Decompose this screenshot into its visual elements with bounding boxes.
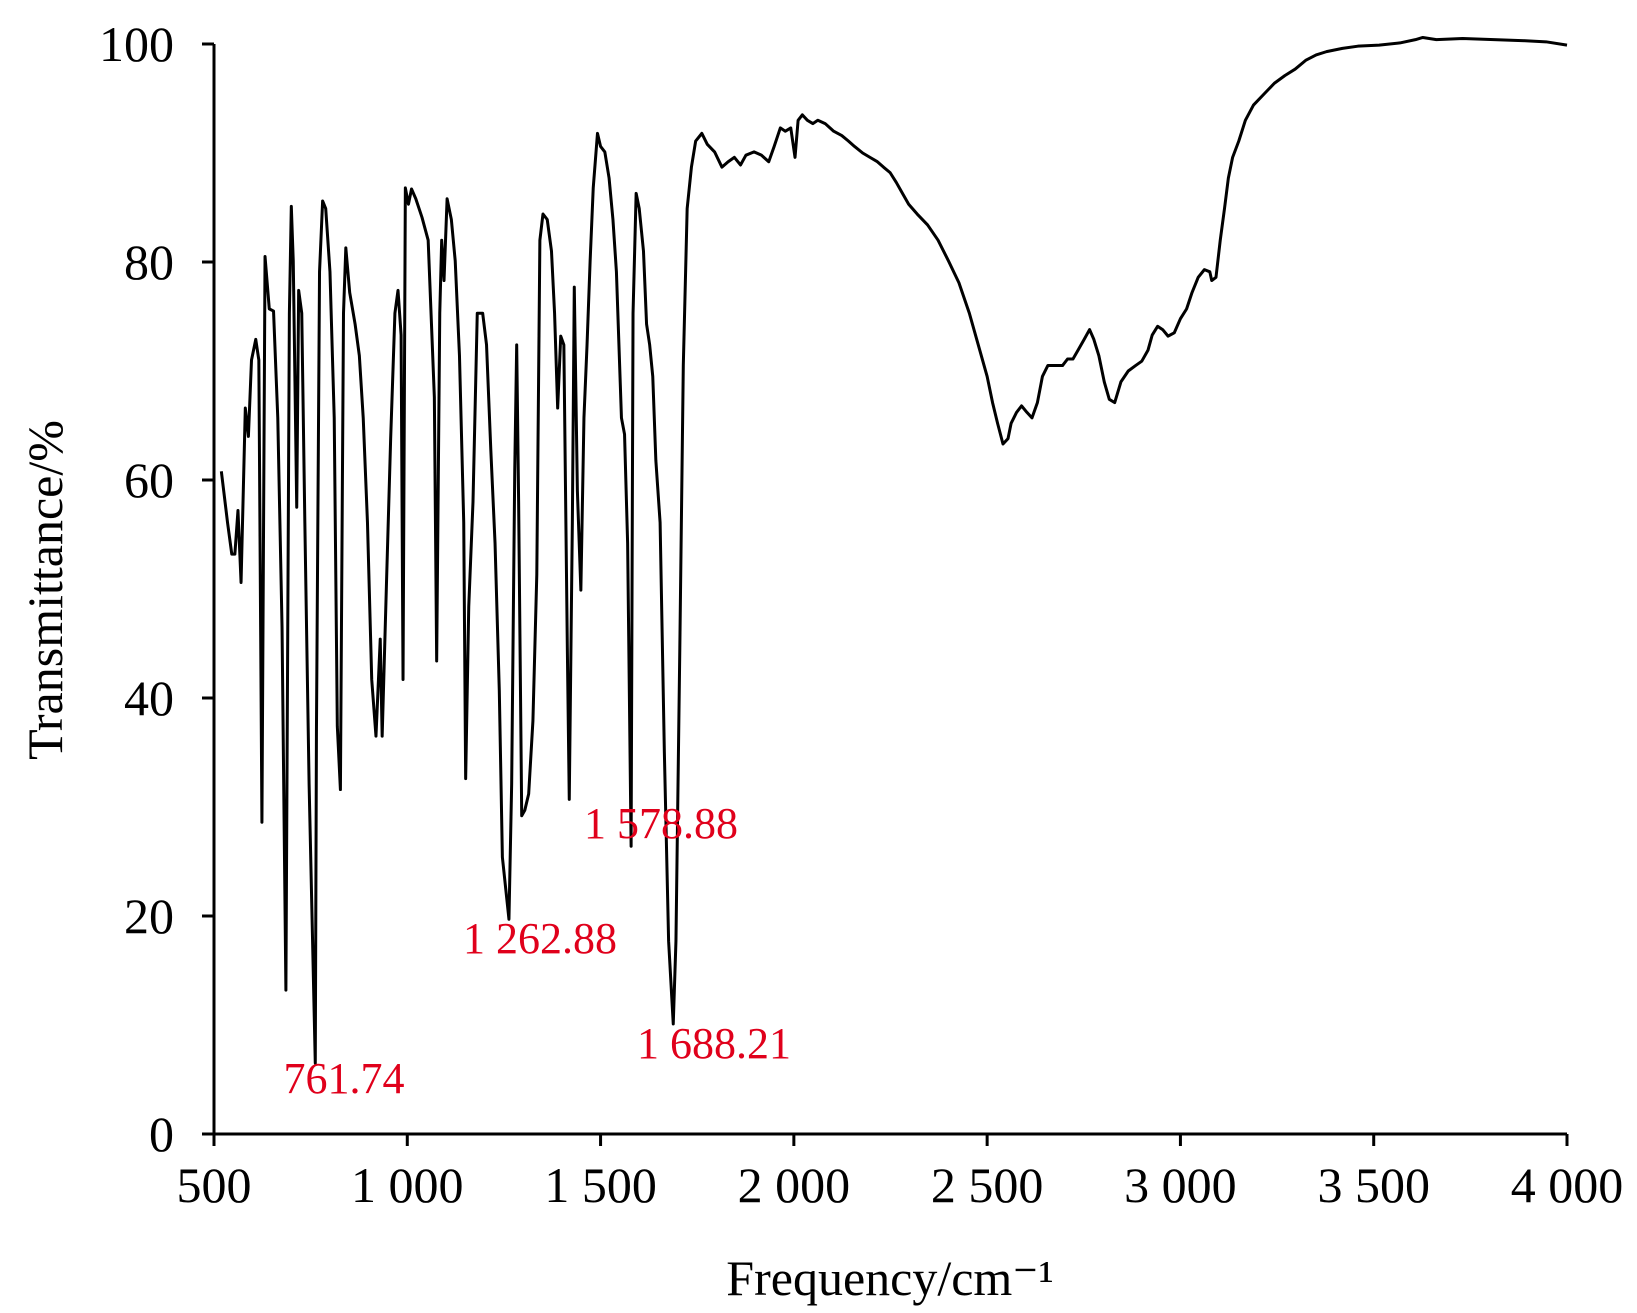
y-axis-title: Transmittance/% <box>17 420 73 760</box>
y-tick-label: 80 <box>124 234 174 290</box>
y-tick-label: 20 <box>124 888 174 944</box>
x-tick-label: 4 000 <box>1511 1157 1624 1213</box>
y-tick-label: 60 <box>124 452 174 508</box>
x-tick-label: 1 500 <box>544 1157 657 1213</box>
x-tick-label: 3 500 <box>1317 1157 1430 1213</box>
spectrum-line <box>219 35 1568 1065</box>
y-tick-label: 0 <box>149 1106 174 1162</box>
peak-annotation: 1 262.88 <box>463 914 617 963</box>
x-axis-title: Frequency/cm⁻¹ <box>726 1250 1053 1306</box>
y-tick-label: 40 <box>124 670 174 726</box>
x-tick-label: 2 000 <box>738 1157 851 1213</box>
y-tick-label: 100 <box>99 16 174 72</box>
x-tick-label: 2 500 <box>931 1157 1044 1213</box>
peak-annotation: 761.74 <box>284 1054 405 1103</box>
x-tick-label: 3 000 <box>1124 1157 1237 1213</box>
peak-annotation: 1 578.88 <box>584 799 738 848</box>
x-tick-label: 1 000 <box>351 1157 464 1213</box>
peak-annotation: 1 688.21 <box>637 1019 791 1068</box>
x-tick-label: 500 <box>177 1157 252 1213</box>
